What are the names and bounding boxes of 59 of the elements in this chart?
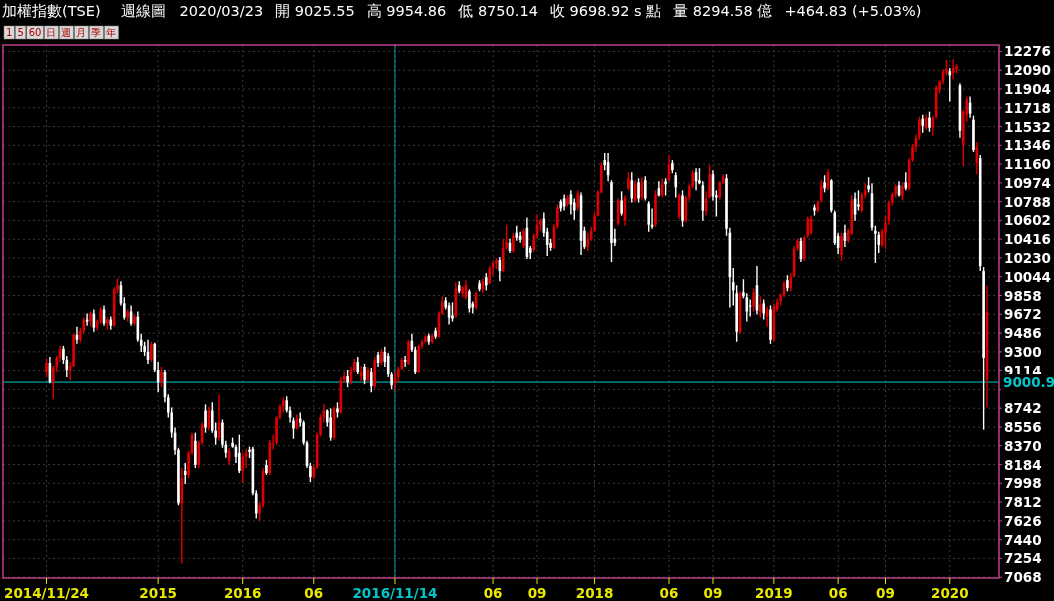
y-tick-label: 7440 [1004,531,1042,548]
y-tick-label: 11904 [1004,81,1051,98]
text: 2020/03/23 [179,3,264,19]
x-tick-label: 2019 [755,585,793,601]
y-tick-label: 8184 [1004,456,1042,473]
x-tick-label: 09 [703,585,723,601]
text: 1 [6,27,13,38]
x-tick-label: 2020 [931,585,969,601]
text: 月 [76,27,87,38]
x-tick-label: 2016 [223,585,262,601]
y-tick-label: 8556 [1004,418,1042,435]
text: 週 [61,27,72,38]
text: 量 8294.58 億 [673,3,773,19]
y-tick-label: 9486 [1004,325,1042,342]
text: 收 9698.92 s 點 [549,3,662,19]
x-tick-label: 06 [828,585,848,601]
y-tick-label: 8742 [1004,400,1042,417]
y-tick-label: 8370 [1004,437,1042,454]
y-tick-label: 11160 [1004,156,1051,173]
text: +464.83 (+5.03%) [784,3,922,19]
text: 60 [28,27,42,38]
ref-line-label: 9000.9 [1003,374,1054,391]
y-tick-label: 11718 [1004,99,1051,116]
chart-subtitle: 週線圖 [120,3,166,19]
y-tick-label: 10602 [1004,212,1051,229]
y-tick-label: 7998 [1004,475,1042,492]
x-tick-label: 2016/11/14 [352,585,438,601]
y-tick-label: 9300 [1004,343,1042,360]
y-tick-label: 9858 [1004,287,1042,304]
x-tick-label: 2018 [575,585,614,601]
y-tick-label: 7626 [1004,512,1042,529]
text: 高 9954.86 [366,3,447,19]
x-tick-label: 09 [876,585,895,601]
text: 低 8750.14 [458,3,538,19]
y-tick-label: 12090 [1004,62,1051,79]
x-tick-label: 06 [659,585,679,601]
text: 開 9025.55 [275,3,355,19]
x-tick-label: 09 [527,585,547,601]
chart-title: 加權指數(TSE) [2,3,101,19]
y-tick-label: 12276 [1004,43,1051,60]
text: 年 [106,27,117,38]
y-tick-label: 11532 [1004,118,1051,135]
text: 5 [17,27,24,38]
y-tick-label: 10044 [1004,268,1051,285]
text: 日 [46,27,57,38]
y-tick-label: 10788 [1004,193,1051,210]
y-tick-label: 7254 [1004,550,1042,567]
x-tick-label: 2014/11/24 [4,585,90,601]
y-tick-label: 10416 [1004,231,1051,248]
y-tick-label: 7812 [1004,494,1042,511]
text: 季 [91,27,102,38]
y-tick-label: 10230 [1004,250,1051,266]
x-tick-label: 06 [483,585,503,601]
y-tick-label: 10974 [1004,174,1051,191]
y-tick-label: 9672 [1004,306,1042,323]
y-tick-label: 7068 [1004,569,1042,586]
x-tick-label: 06 [304,585,324,601]
x-tick-label: 2015 [139,585,177,601]
y-tick-label: 11346 [1004,137,1051,154]
